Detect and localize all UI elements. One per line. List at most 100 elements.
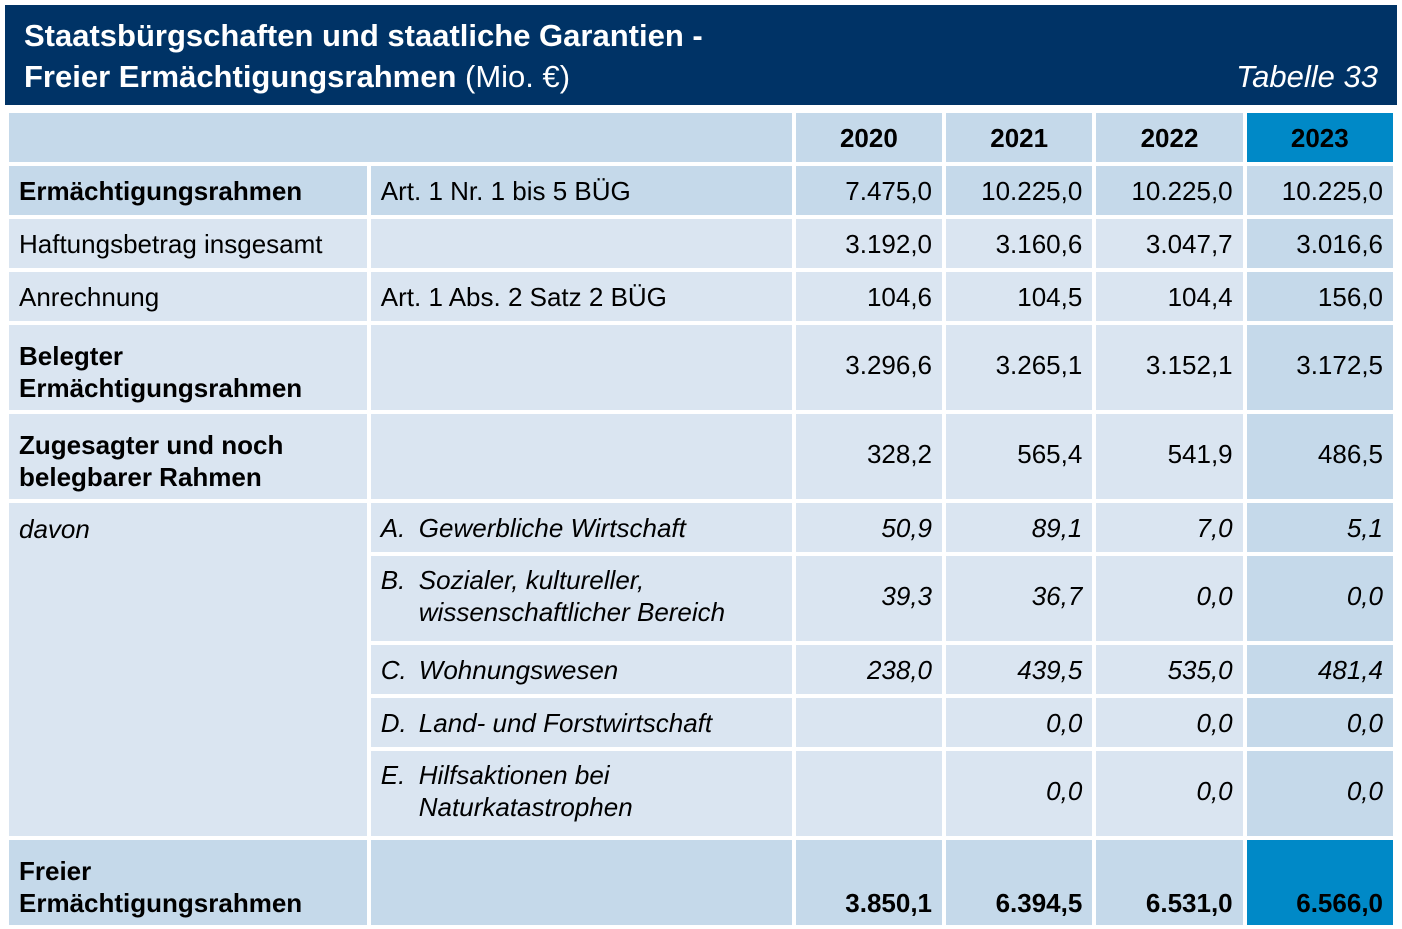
value-cell: 328,2 <box>795 414 943 499</box>
sub-item-text: Gewerbliche Wirtschaft <box>418 512 686 543</box>
value-cell: 104,4 <box>1096 272 1243 321</box>
table-header-banner: Staatsbürgschaften und staatliche Garant… <box>5 5 1397 105</box>
value-cell: 481,4 <box>1246 645 1393 694</box>
value-cell: 7.475,0 <box>795 166 943 215</box>
row-label-line: belegbarer Rahmen <box>19 462 262 492</box>
sub-item-text: Wohnungswesen <box>418 654 619 685</box>
table-row: Anrechnung Art. 1 Abs. 2 Satz 2 BÜG 104,… <box>9 272 1393 321</box>
sub-item-letter: B. <box>380 564 406 595</box>
value-cell: 541,9 <box>1096 414 1243 499</box>
value-cell: 7,0 <box>1096 503 1243 552</box>
row-label-line: Ermächtigungsrahmen <box>19 888 303 918</box>
row-reference <box>370 219 792 268</box>
header-empty-cell <box>9 113 792 162</box>
sub-item-text-line: Hilfsaktionen bei <box>418 759 610 790</box>
sub-item-text-line: Naturkatastrophen <box>418 791 633 822</box>
table-title-line2: Freier Ermächtigungsrahmen (Mio. €) <box>24 60 570 94</box>
value-cell: 10.225,0 <box>946 166 1093 215</box>
davon-label: davon <box>9 503 367 836</box>
sub-item-text: Land- und Forstwirtschaft <box>418 707 713 738</box>
value-cell: 36,7 <box>946 556 1093 641</box>
data-table: 2020 2021 2022 2023 Ermächtigungsrahmen … <box>5 109 1397 929</box>
sub-item-text: Hilfsaktionen bei Naturkatastrophen <box>419 759 633 823</box>
sub-item-letter: E. <box>380 759 406 790</box>
value-cell: 89,1 <box>946 503 1093 552</box>
value-cell: 3.296,6 <box>795 325 943 410</box>
table-row: B. Sozialer, kultureller, wissenschaftlich… <box>9 556 1393 641</box>
row-label-line: Ermächtigungsrahmen <box>19 373 303 403</box>
table-title-line1: Staatsbürgschaften und staatliche Garant… <box>24 18 703 53</box>
table-row: Zugesagter und noch belegbarer Rahmen 328… <box>9 414 1393 499</box>
sub-item-label: E. Hilfsaktionen bei Naturkatastrophen <box>370 751 792 836</box>
value-cell: 3.160,6 <box>946 219 1093 268</box>
value-cell <box>795 751 943 836</box>
value-cell: 0,0 <box>946 751 1093 836</box>
table-title-main: Freier Ermächtigungsrahmen <box>24 59 457 94</box>
sub-item-text-line: wissenschaftlicher Bereich <box>418 596 726 627</box>
row-label: Anrechnung <box>9 272 367 321</box>
sub-item-letter: D. <box>380 707 407 738</box>
value-cell: 104,6 <box>795 272 943 321</box>
table-row: E. Hilfsaktionen bei Naturkatastrophen 0,0… <box>9 751 1393 836</box>
sub-item-letter: A. <box>380 512 406 543</box>
row-label: Haftungsbetrag insgesamt <box>9 219 367 268</box>
value-cell: 0,0 <box>946 698 1093 747</box>
table-row: Haftungsbetrag insgesamt 3.192,0 3.160,6… <box>9 219 1393 268</box>
table-row: Ermächtigungsrahmen Art. 1 Nr. 1 bis 5 B… <box>9 166 1393 215</box>
value-cell: 238,0 <box>795 645 943 694</box>
year-header-row: 2020 2021 2022 2023 <box>9 113 1393 162</box>
table-row: davon A. Gewerbliche Wirtschaft 50,9 89,1… <box>9 503 1393 836</box>
value-cell: 0,0 <box>1246 751 1393 836</box>
value-cell: 156,0 <box>1246 272 1393 321</box>
value-cell: 3.047,7 <box>1096 219 1243 268</box>
table-row: D. Land- und Forstwirtschaft 0,0 0,0 0,0 <box>9 698 1393 747</box>
value-cell: 104,5 <box>946 272 1093 321</box>
sub-item-letter: C. <box>380 654 407 685</box>
table-row: Belegter Ermächtigungsrahmen 3.296,6 3.26… <box>9 325 1393 410</box>
value-cell: 0,0 <box>1096 556 1243 641</box>
row-label: Ermächtigungsrahmen <box>9 166 367 215</box>
total-value-cell: 3.850,1 <box>795 840 943 925</box>
value-cell: 10.225,0 <box>1246 166 1393 215</box>
table-number-label: Tabelle 33 <box>1236 59 1378 94</box>
value-cell: 439,5 <box>946 645 1093 694</box>
row-label: Zugesagter und noch belegbarer Rahmen <box>9 414 367 499</box>
sub-item-text: Sozialer, kultureller, wissenschaftlicher… <box>419 564 725 628</box>
value-cell: 535,0 <box>1096 645 1243 694</box>
row-label-line: Freier <box>19 856 92 886</box>
total-value-cell: 6.566,0 <box>1246 840 1393 925</box>
value-cell: 3.016,6 <box>1246 219 1393 268</box>
table-title-unit: (Mio. €) <box>456 59 571 94</box>
sub-item-label: B. Sozialer, kultureller, wissenschaftlich… <box>370 556 792 641</box>
row-reference <box>370 840 792 925</box>
sub-item-text-line: Sozialer, kultureller, <box>418 564 645 595</box>
sub-item-label: D. Land- und Forstwirtschaft <box>370 698 792 747</box>
row-label: Belegter Ermächtigungsrahmen <box>9 325 367 410</box>
total-value-cell: 6.394,5 <box>946 840 1093 925</box>
sub-item-label: C. Wohnungswesen <box>370 645 792 694</box>
row-reference: Art. 1 Abs. 2 Satz 2 BÜG <box>370 272 792 321</box>
year-2020: 2020 <box>795 113 943 162</box>
row-label: Freier Ermächtigungsrahmen <box>9 840 367 925</box>
value-cell: 565,4 <box>946 414 1093 499</box>
year-2023: 2023 <box>1246 113 1393 162</box>
total-value-cell: 6.531,0 <box>1096 840 1243 925</box>
value-cell: 3.265,1 <box>946 325 1093 410</box>
row-reference <box>370 325 792 410</box>
value-cell: 3.172,5 <box>1246 325 1393 410</box>
value-cell: 0,0 <box>1096 751 1243 836</box>
total-row: Freier Ermächtigungsrahmen 3.850,1 6.394,… <box>9 840 1393 925</box>
value-cell: 0,0 <box>1246 556 1393 641</box>
year-2022: 2022 <box>1096 113 1243 162</box>
value-cell: 0,0 <box>1096 698 1243 747</box>
row-label-line: Zugesagter und noch <box>19 430 284 460</box>
value-cell: 50,9 <box>795 503 943 552</box>
value-cell: 0,0 <box>1246 698 1393 747</box>
value-cell: 10.225,0 <box>1096 166 1243 215</box>
value-cell: 486,5 <box>1246 414 1393 499</box>
value-cell: 39,3 <box>795 556 943 641</box>
row-reference: Art. 1 Nr. 1 bis 5 BÜG <box>370 166 792 215</box>
table-row: C. Wohnungswesen 238,0 439,5 535,0 481,4 <box>9 645 1393 694</box>
row-label-line: Belegter <box>19 341 124 371</box>
value-cell: 3.152,1 <box>1096 325 1243 410</box>
